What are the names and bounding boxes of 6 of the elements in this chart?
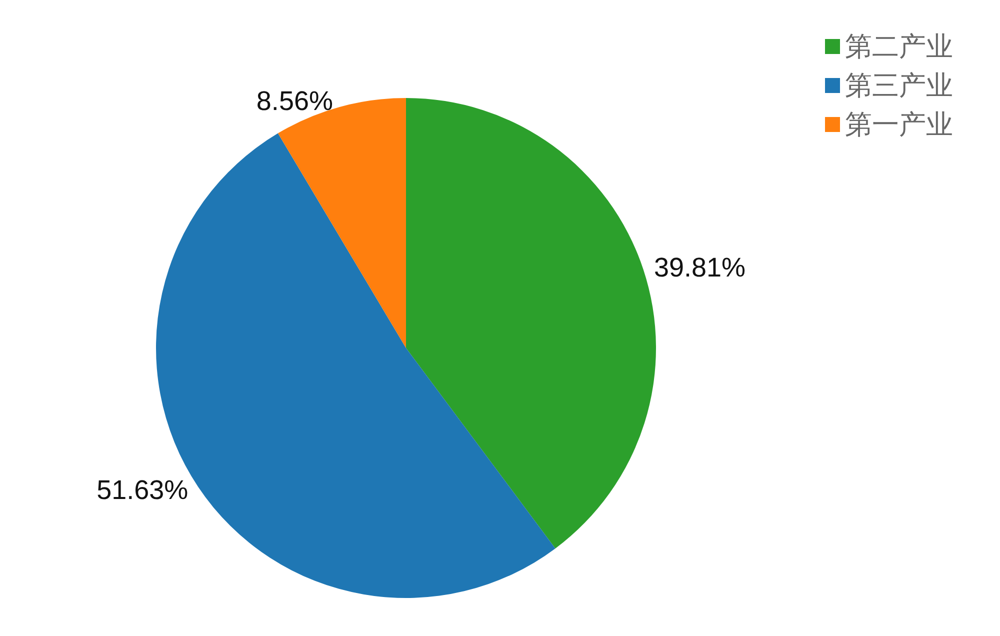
data-label: 8.56% (256, 86, 333, 116)
legend-label: 第三产业 (845, 70, 953, 100)
data-label: 39.81% (654, 252, 746, 282)
data-label: 51.63% (96, 475, 188, 506)
legend-label: 第一产业 (845, 110, 953, 140)
legend-label: 第二产业 (845, 32, 953, 62)
